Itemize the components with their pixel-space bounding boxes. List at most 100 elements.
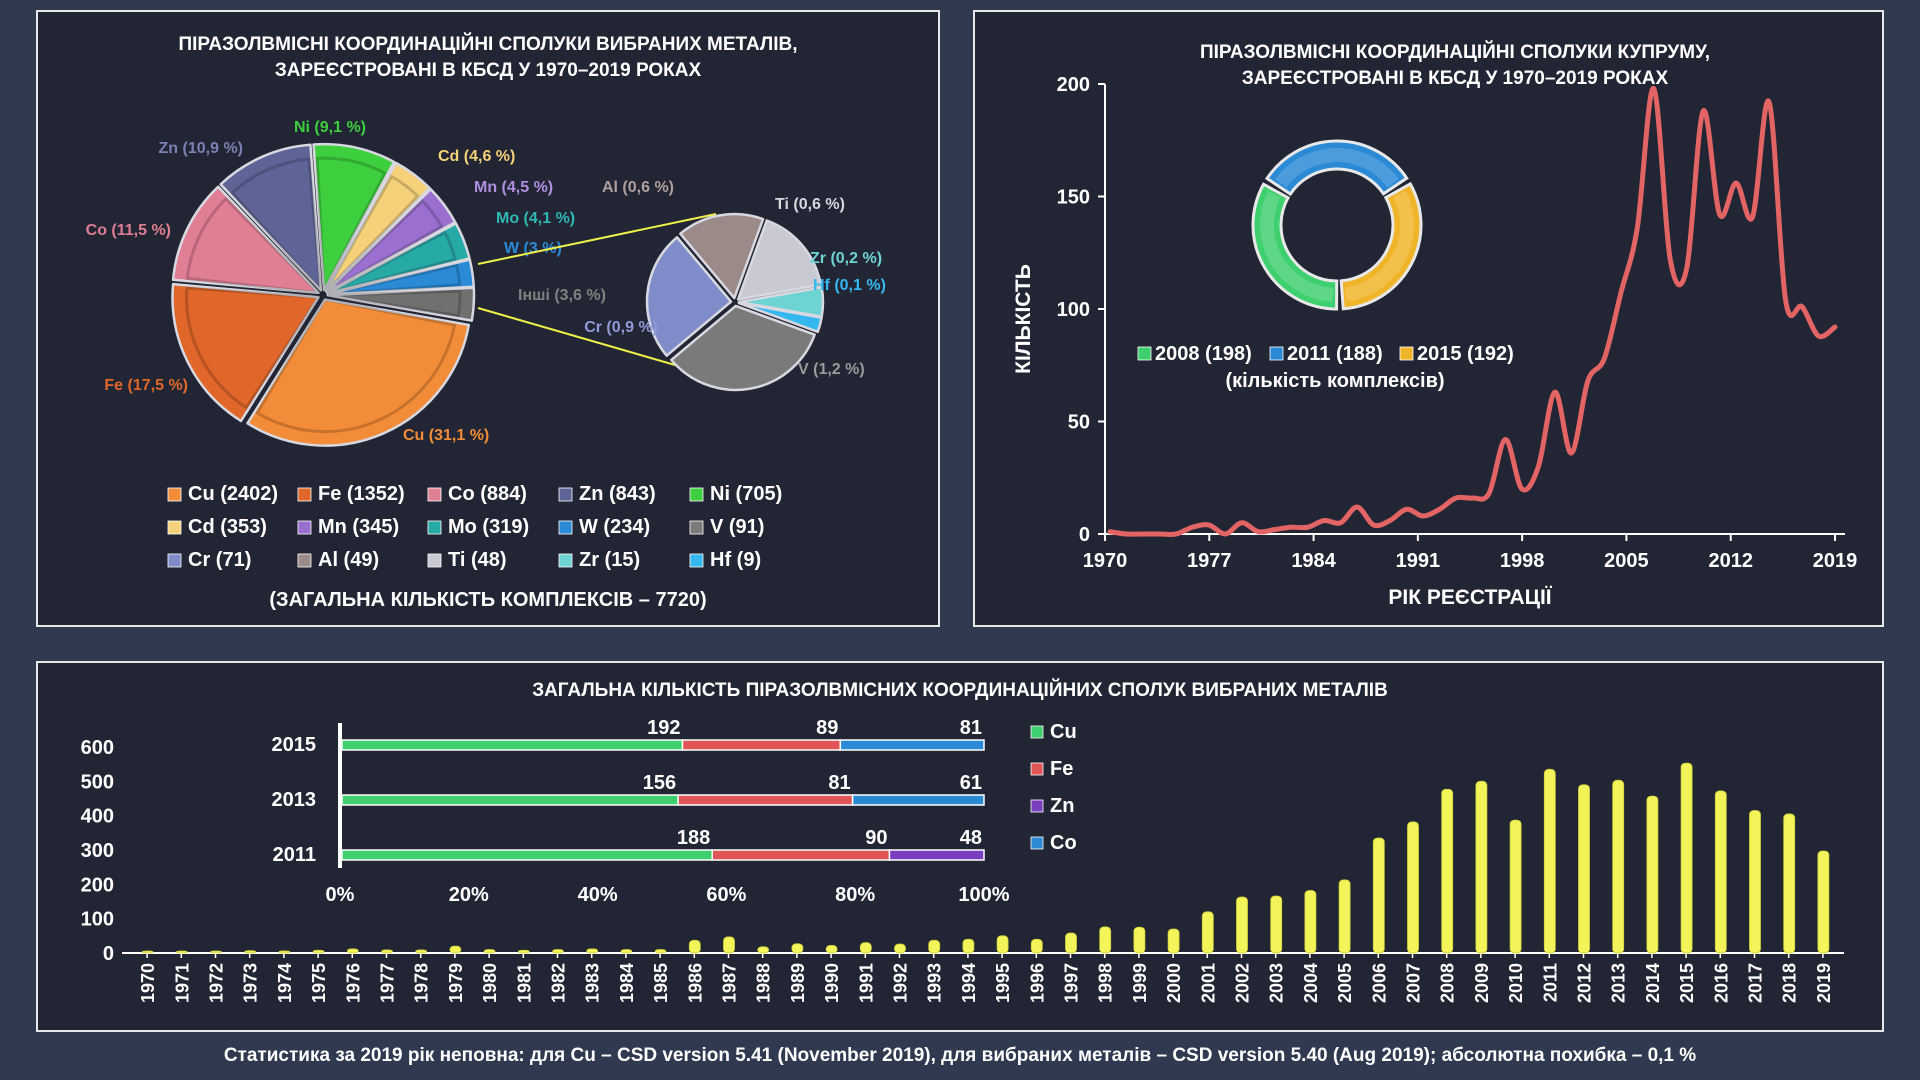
- hbar-legend-swatch-zn: [1030, 799, 1044, 813]
- bar-chart-panel: ЗАГАЛЬНА КІЛЬКІСТЬ ПІРАЗОЛВМІСНИХ КООРДИ…: [36, 661, 1884, 1032]
- legend-swatch-v-91: [689, 520, 704, 535]
- bar-1999: [1133, 926, 1146, 954]
- donut-legend-swatch-2008-198: [1137, 346, 1152, 361]
- cu-line-point: [1190, 525, 1194, 529]
- legend-label-hf-9: Hf (9): [710, 549, 761, 571]
- bar-xtick-label: 2016: [1711, 963, 1731, 1003]
- line-chart-svg: ПІРАЗОЛВМІСНІ КООРДИНАЦІЙНІ СПОЛУКИ КУПР…: [1012, 41, 1857, 609]
- donut-chart: [1251, 139, 1423, 311]
- subpie-slice-cr: [645, 236, 733, 357]
- subpie-label-cr: Cr (0,9 %): [584, 319, 658, 336]
- cu-line-point: [1619, 291, 1623, 295]
- bar-1992: [894, 943, 906, 954]
- hbar-value-label: 81: [828, 772, 850, 794]
- cu-line-point: [1553, 390, 1557, 394]
- pie-slice-cu: [246, 298, 471, 447]
- pie-slice-bevel-others: [327, 289, 462, 318]
- bar-xtick-label: 2005: [1335, 963, 1355, 1003]
- pie-legend: Cu (2402) Fe (1352) Co (884) Zn (843) Ni (70…: [167, 483, 782, 571]
- bar-1993: [928, 939, 941, 954]
- cu-line-point: [1734, 181, 1738, 185]
- cu-line-point: [1536, 465, 1540, 468]
- legend-swatch-cr-71: [167, 553, 182, 568]
- donut-legend-swatch-2015-192: [1399, 346, 1414, 361]
- legend-swatch-ni-705: [689, 487, 704, 502]
- bar-xtick-label: 1988: [754, 963, 774, 1003]
- hbar-legend-label-co: Co: [1050, 832, 1077, 854]
- footnote: Статистика за 2019 рік неповна: для Cu –…: [223, 1045, 1697, 1066]
- bar-1989: [791, 943, 804, 954]
- cu-line-series: [1107, 85, 1838, 537]
- cu-line-point: [1174, 532, 1178, 536]
- bar-2017: [1749, 810, 1761, 954]
- cu-line: [1107, 85, 1838, 537]
- subpie-slice-ti: [736, 219, 823, 301]
- total-complexes-note: (ЗАГАЛЬНА КІЛЬКІСТЬ КОМПЛЕКСІВ – 7720): [269, 589, 706, 611]
- cu-line-point: [1471, 496, 1474, 500]
- legend-label-ni-705: Ni (705): [710, 483, 782, 505]
- cu-line-point: [1767, 100, 1771, 104]
- bar-xtick-label: 1996: [1027, 963, 1047, 1003]
- bar-2015: [1680, 762, 1693, 954]
- bar-xtick-label: 1997: [1062, 963, 1082, 1003]
- pie-chart-panel: ПІРАЗОЛВМІСНІ КООРДИНАЦІЙНІ СПОЛУКИ ВИБР…: [36, 10, 940, 627]
- bar-xtick-label: 1998: [1096, 963, 1116, 1003]
- bar-ytick-label: 500: [81, 771, 114, 793]
- secondary-pie: V (1,2 %) Cr (0,9 %) Al (0,6 %) Ti (0,6 %) Z…: [477, 179, 886, 392]
- legend-label-zn-843: Zn (843): [579, 483, 656, 505]
- bar-xtick-label: 2015: [1677, 963, 1697, 1003]
- hbar-xtick-label: 60%: [706, 884, 746, 906]
- cu-line-point: [1289, 525, 1293, 529]
- bar-xtick-label: 1974: [275, 963, 295, 1003]
- line-xtick-label: 1984: [1291, 550, 1336, 572]
- bar-xtick-label: 2007: [1404, 963, 1424, 1003]
- line-xtick-label: 1977: [1187, 550, 1232, 572]
- pie-slice-zn: [219, 143, 323, 292]
- bar-2008: [1441, 788, 1454, 954]
- hbar-seg-2011-fe: [711, 849, 891, 861]
- donut-legend: 2008 (198) 2011 (188) 2015 (192): [1137, 343, 1514, 365]
- legend-label-cr-71: Cr (71): [188, 549, 251, 571]
- cu-line-point: [1635, 226, 1639, 230]
- hbar-category-2013: 2013: [272, 789, 317, 811]
- bar-xtick-label: 2000: [1164, 963, 1184, 1003]
- bar-1986: [688, 939, 701, 954]
- cu-line-point: [1487, 492, 1491, 495]
- bar-2016: [1714, 790, 1727, 954]
- pie-label-cu: Cu (31,1 %): [403, 427, 489, 444]
- subpie-label-hf: Hf (0,1 %): [813, 277, 886, 294]
- legend-label-co-884: Co (884): [448, 483, 527, 505]
- bar-xtick-label: 1991: [856, 963, 876, 1003]
- bar-1976: [346, 948, 359, 954]
- bar-xtick-label: 2010: [1506, 963, 1526, 1003]
- subpie-label-v: V (1,2 %): [798, 361, 865, 378]
- donut-legend-label-2011-188: 2011 (188): [1287, 343, 1383, 365]
- cu-line-point: [1108, 530, 1112, 534]
- bar-1980: [483, 949, 496, 954]
- bar-2011: [1543, 768, 1556, 954]
- pie-label-zn: Zn (10,9 %): [159, 140, 243, 157]
- bar-xtick-label: 1970: [138, 963, 158, 1003]
- donut-segment-highlight: [1260, 191, 1334, 302]
- pie-label-ni: Ni (9,1 %): [294, 119, 366, 136]
- bar-xtick-label: 1993: [925, 963, 945, 1003]
- pie-slice-bevel-cu: [255, 297, 457, 434]
- cu-line-point: [1421, 514, 1425, 518]
- legend-swatch-fe-1352: [297, 487, 312, 502]
- bar-ytick-label: 200: [81, 874, 114, 896]
- donut-segment-highlight: [1344, 190, 1414, 302]
- hbar-legend-label-fe: Fe: [1050, 758, 1073, 780]
- hbar-value-label: 156: [643, 772, 676, 794]
- legend-swatch-w-234: [558, 520, 573, 535]
- bar-1977: [381, 949, 393, 954]
- hbar-legend-label-zn: Zn: [1050, 795, 1074, 817]
- bar-ytick-label: 400: [81, 806, 114, 828]
- cu-line-point: [1751, 215, 1755, 219]
- pie-connector-top: [477, 213, 717, 265]
- bar-1987: [723, 936, 735, 954]
- hbar-seg-2013-fe: [677, 794, 854, 806]
- line-title-line2: ЗАРЕЄСТРОВАНІ В КБСД У 1970–2019 РОКАХ: [1242, 68, 1669, 89]
- hbar-legend-swatch-cu: [1030, 725, 1044, 739]
- cu-line-point: [1817, 334, 1821, 338]
- pie-slice-bevel-mn: [325, 198, 444, 294]
